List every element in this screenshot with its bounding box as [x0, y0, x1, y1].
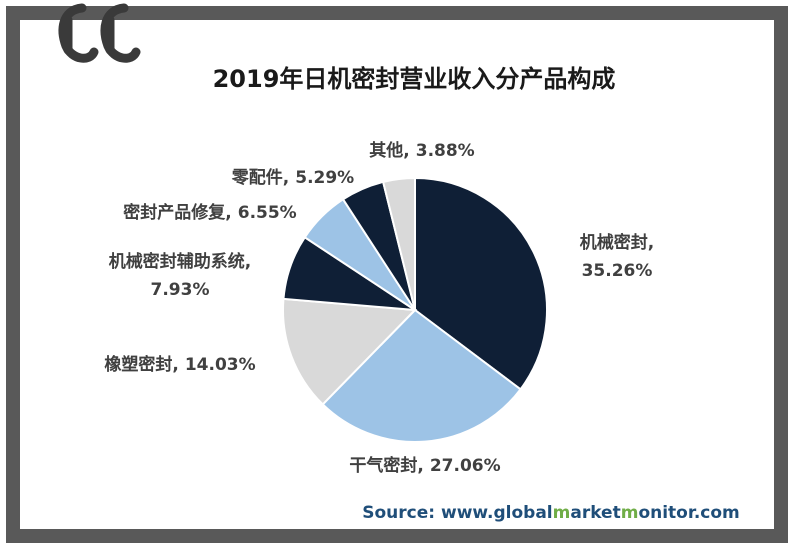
- frame: [6, 6, 788, 543]
- pie-slice: [381, 176, 416, 311]
- labels: 机械密封, 35.26% 干气密封, 27.06% 橡塑密封, 14.03% 机械密封辅助系…: [104, 140, 654, 476]
- data-label: 其他, 3.88%: [369, 140, 474, 161]
- source-part: arket: [570, 503, 620, 523]
- category-label: 密封产品修复: [123, 202, 226, 223]
- value-label: 5.29%: [295, 168, 354, 188]
- data-label: 零配件, 5.29%: [231, 167, 354, 188]
- pie-slice: [321, 308, 522, 443]
- label-separator: ,: [172, 355, 178, 375]
- label-separator: ,: [225, 203, 231, 223]
- source-part: m: [553, 503, 571, 523]
- value-label: 27.06%: [430, 456, 501, 476]
- source-part: m: [621, 503, 639, 523]
- pie-slice: [414, 176, 548, 391]
- category-label: 机械密封辅助系统: [109, 251, 245, 272]
- source: Source: www.globalmarketmonitor.com: [362, 503, 740, 523]
- pie: [282, 176, 548, 443]
- data-label: 机械密封, 35.26%: [580, 232, 654, 281]
- category-label: 机械密封: [580, 232, 648, 253]
- value-label: 14.03%: [185, 355, 256, 375]
- chart-title: 2019年日机密封营业收入分产品构成: [213, 65, 616, 93]
- value-label: 7.93%: [151, 280, 210, 300]
- label-separator: ,: [245, 252, 251, 272]
- source-part: global: [493, 503, 552, 523]
- data-label: 橡塑密封, 14.03%: [104, 354, 255, 375]
- category-label: 干气密封: [349, 455, 417, 476]
- source-part: Source: www.: [362, 503, 493, 523]
- pie-slice: [282, 297, 418, 406]
- value-label: 3.88%: [416, 141, 475, 161]
- logo: [58, 3, 141, 63]
- value-label: 35.26%: [582, 261, 653, 281]
- category-label: 橡塑密封: [104, 354, 172, 375]
- data-label: 密封产品修复, 6.55%: [123, 202, 296, 223]
- data-label: 干气密封, 27.06%: [349, 455, 500, 476]
- source-part: onitor: [638, 503, 696, 523]
- label-separator: ,: [648, 233, 654, 253]
- value-label: 6.55%: [238, 203, 297, 223]
- data-label: 机械密封辅助系统, 7.93%: [109, 251, 251, 300]
- label-separator: ,: [403, 141, 409, 161]
- label-separator: ,: [283, 168, 289, 188]
- category-label: 零配件: [231, 167, 283, 188]
- label-separator: ,: [417, 456, 423, 476]
- source-part: .com: [694, 503, 740, 523]
- category-label: 其他: [369, 140, 403, 161]
